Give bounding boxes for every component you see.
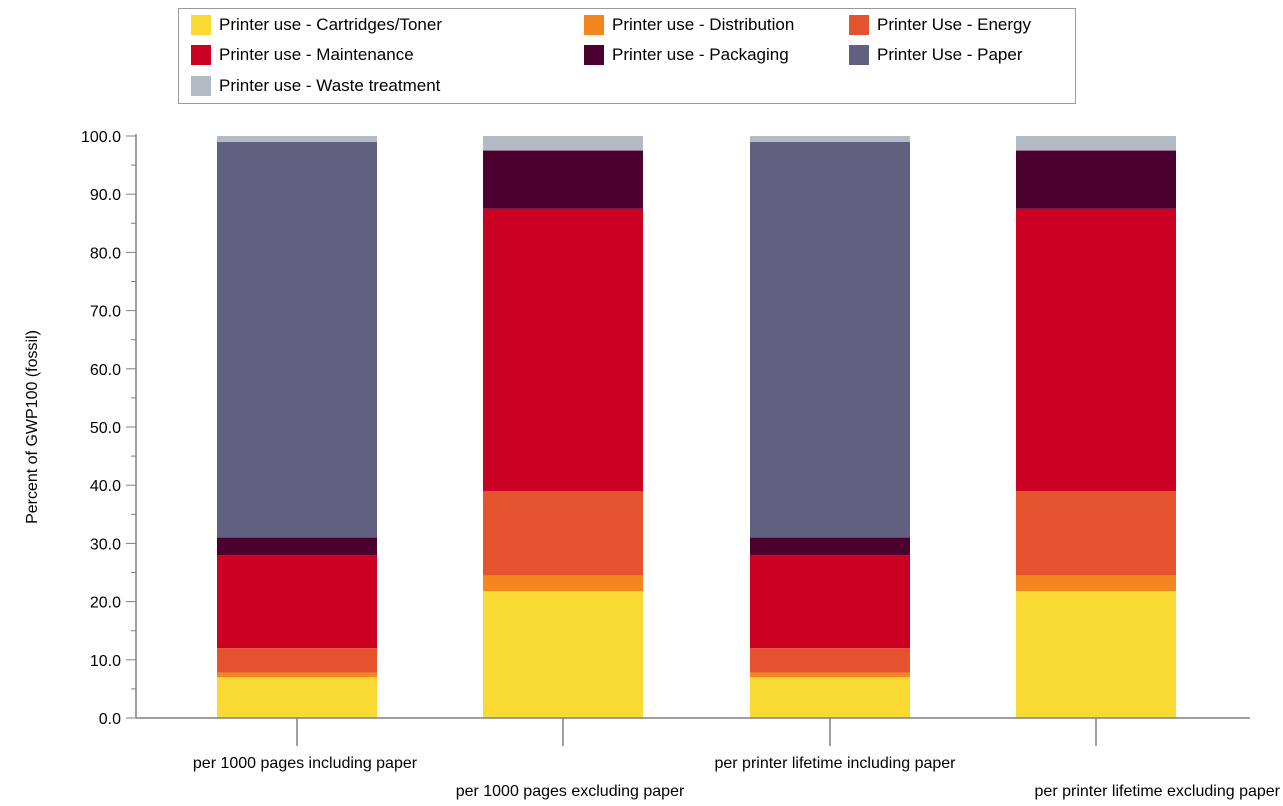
x-tick-label: per 1000 pages including paper — [193, 755, 418, 772]
bar-segment — [1016, 591, 1176, 718]
legend-label: Printer Use - Energy — [877, 15, 1031, 34]
legend-swatch — [191, 45, 211, 65]
bar-segment — [217, 537, 377, 556]
bar-segment — [750, 648, 910, 673]
legend: Printer use - Cartridges/Toner Printer us… — [178, 8, 1076, 104]
x-tick-label: per 1000 pages excluding paper — [456, 783, 685, 800]
bar-segment — [217, 141, 377, 538]
legend-swatch — [584, 15, 604, 35]
legend-item: Printer use - Cartridges/Toner — [191, 14, 442, 36]
bar-segment — [1016, 136, 1176, 151]
bar-segment — [217, 136, 377, 142]
bar-segment — [750, 136, 910, 142]
y-tick-label: 50.0 — [90, 420, 121, 437]
legend-label: Printer use - Packaging — [612, 45, 789, 64]
legend-item: Printer Use - Paper — [849, 44, 1023, 66]
y-tick-label: 30.0 — [90, 536, 121, 553]
y-tick-label: 70.0 — [90, 304, 121, 321]
y-tick-label: 90.0 — [90, 187, 121, 204]
y-tick-label: 0.0 — [99, 711, 121, 728]
y-axis-title: Percent of GWP100 (fossil) — [24, 330, 41, 524]
y-tick-label: 60.0 — [90, 362, 121, 379]
bar-segment — [483, 491, 643, 576]
y-tick-label: 100.0 — [81, 129, 121, 146]
y-tick-label: 80.0 — [90, 245, 121, 262]
y-tick-label: 40.0 — [90, 478, 121, 495]
legend-item: Printer Use - Energy — [849, 14, 1031, 36]
x-tick-label: per printer lifetime including paper — [714, 755, 956, 772]
x-tick-label: per printer lifetime excluding paper — [1035, 783, 1281, 800]
bar-segment — [750, 555, 910, 649]
bar-segment — [217, 555, 377, 649]
legend-item: Printer use - Distribution — [584, 14, 794, 36]
bar-segment — [483, 575, 643, 592]
legend-swatch — [191, 76, 211, 96]
bar-segment — [750, 141, 910, 538]
legend-label: Printer use - Maintenance — [219, 45, 414, 64]
legend-label: Printer use - Cartridges/Toner — [219, 15, 442, 34]
legend-item: Printer use - Waste treatment — [191, 75, 440, 97]
legend-label: Printer Use - Paper — [877, 45, 1023, 64]
legend-swatch — [849, 15, 869, 35]
legend-label: Printer use - Distribution — [612, 15, 795, 34]
legend-swatch — [584, 45, 604, 65]
legend-swatch — [849, 45, 869, 65]
y-tick-label: 20.0 — [90, 595, 121, 612]
bar-segment — [483, 150, 643, 209]
bar-segment — [1016, 575, 1176, 592]
legend-swatch — [191, 15, 211, 35]
bar-segment — [483, 591, 643, 718]
bar-segment — [217, 648, 377, 673]
y-tick-label: 10.0 — [90, 653, 121, 670]
legend-label: Printer use - Waste treatment — [219, 76, 441, 95]
legend-item: Printer use - Maintenance — [191, 44, 414, 66]
bar-segment — [750, 537, 910, 556]
bar-segment — [750, 672, 910, 678]
bar-segment — [1016, 491, 1176, 576]
bar-segment — [1016, 150, 1176, 209]
bar-segment — [750, 677, 910, 718]
bar-segment — [217, 677, 377, 718]
bar-segment — [217, 672, 377, 678]
bar-segment — [483, 208, 643, 492]
legend-item: Printer use - Packaging — [584, 44, 789, 66]
bar-segment — [1016, 208, 1176, 492]
bar-segment — [483, 136, 643, 151]
